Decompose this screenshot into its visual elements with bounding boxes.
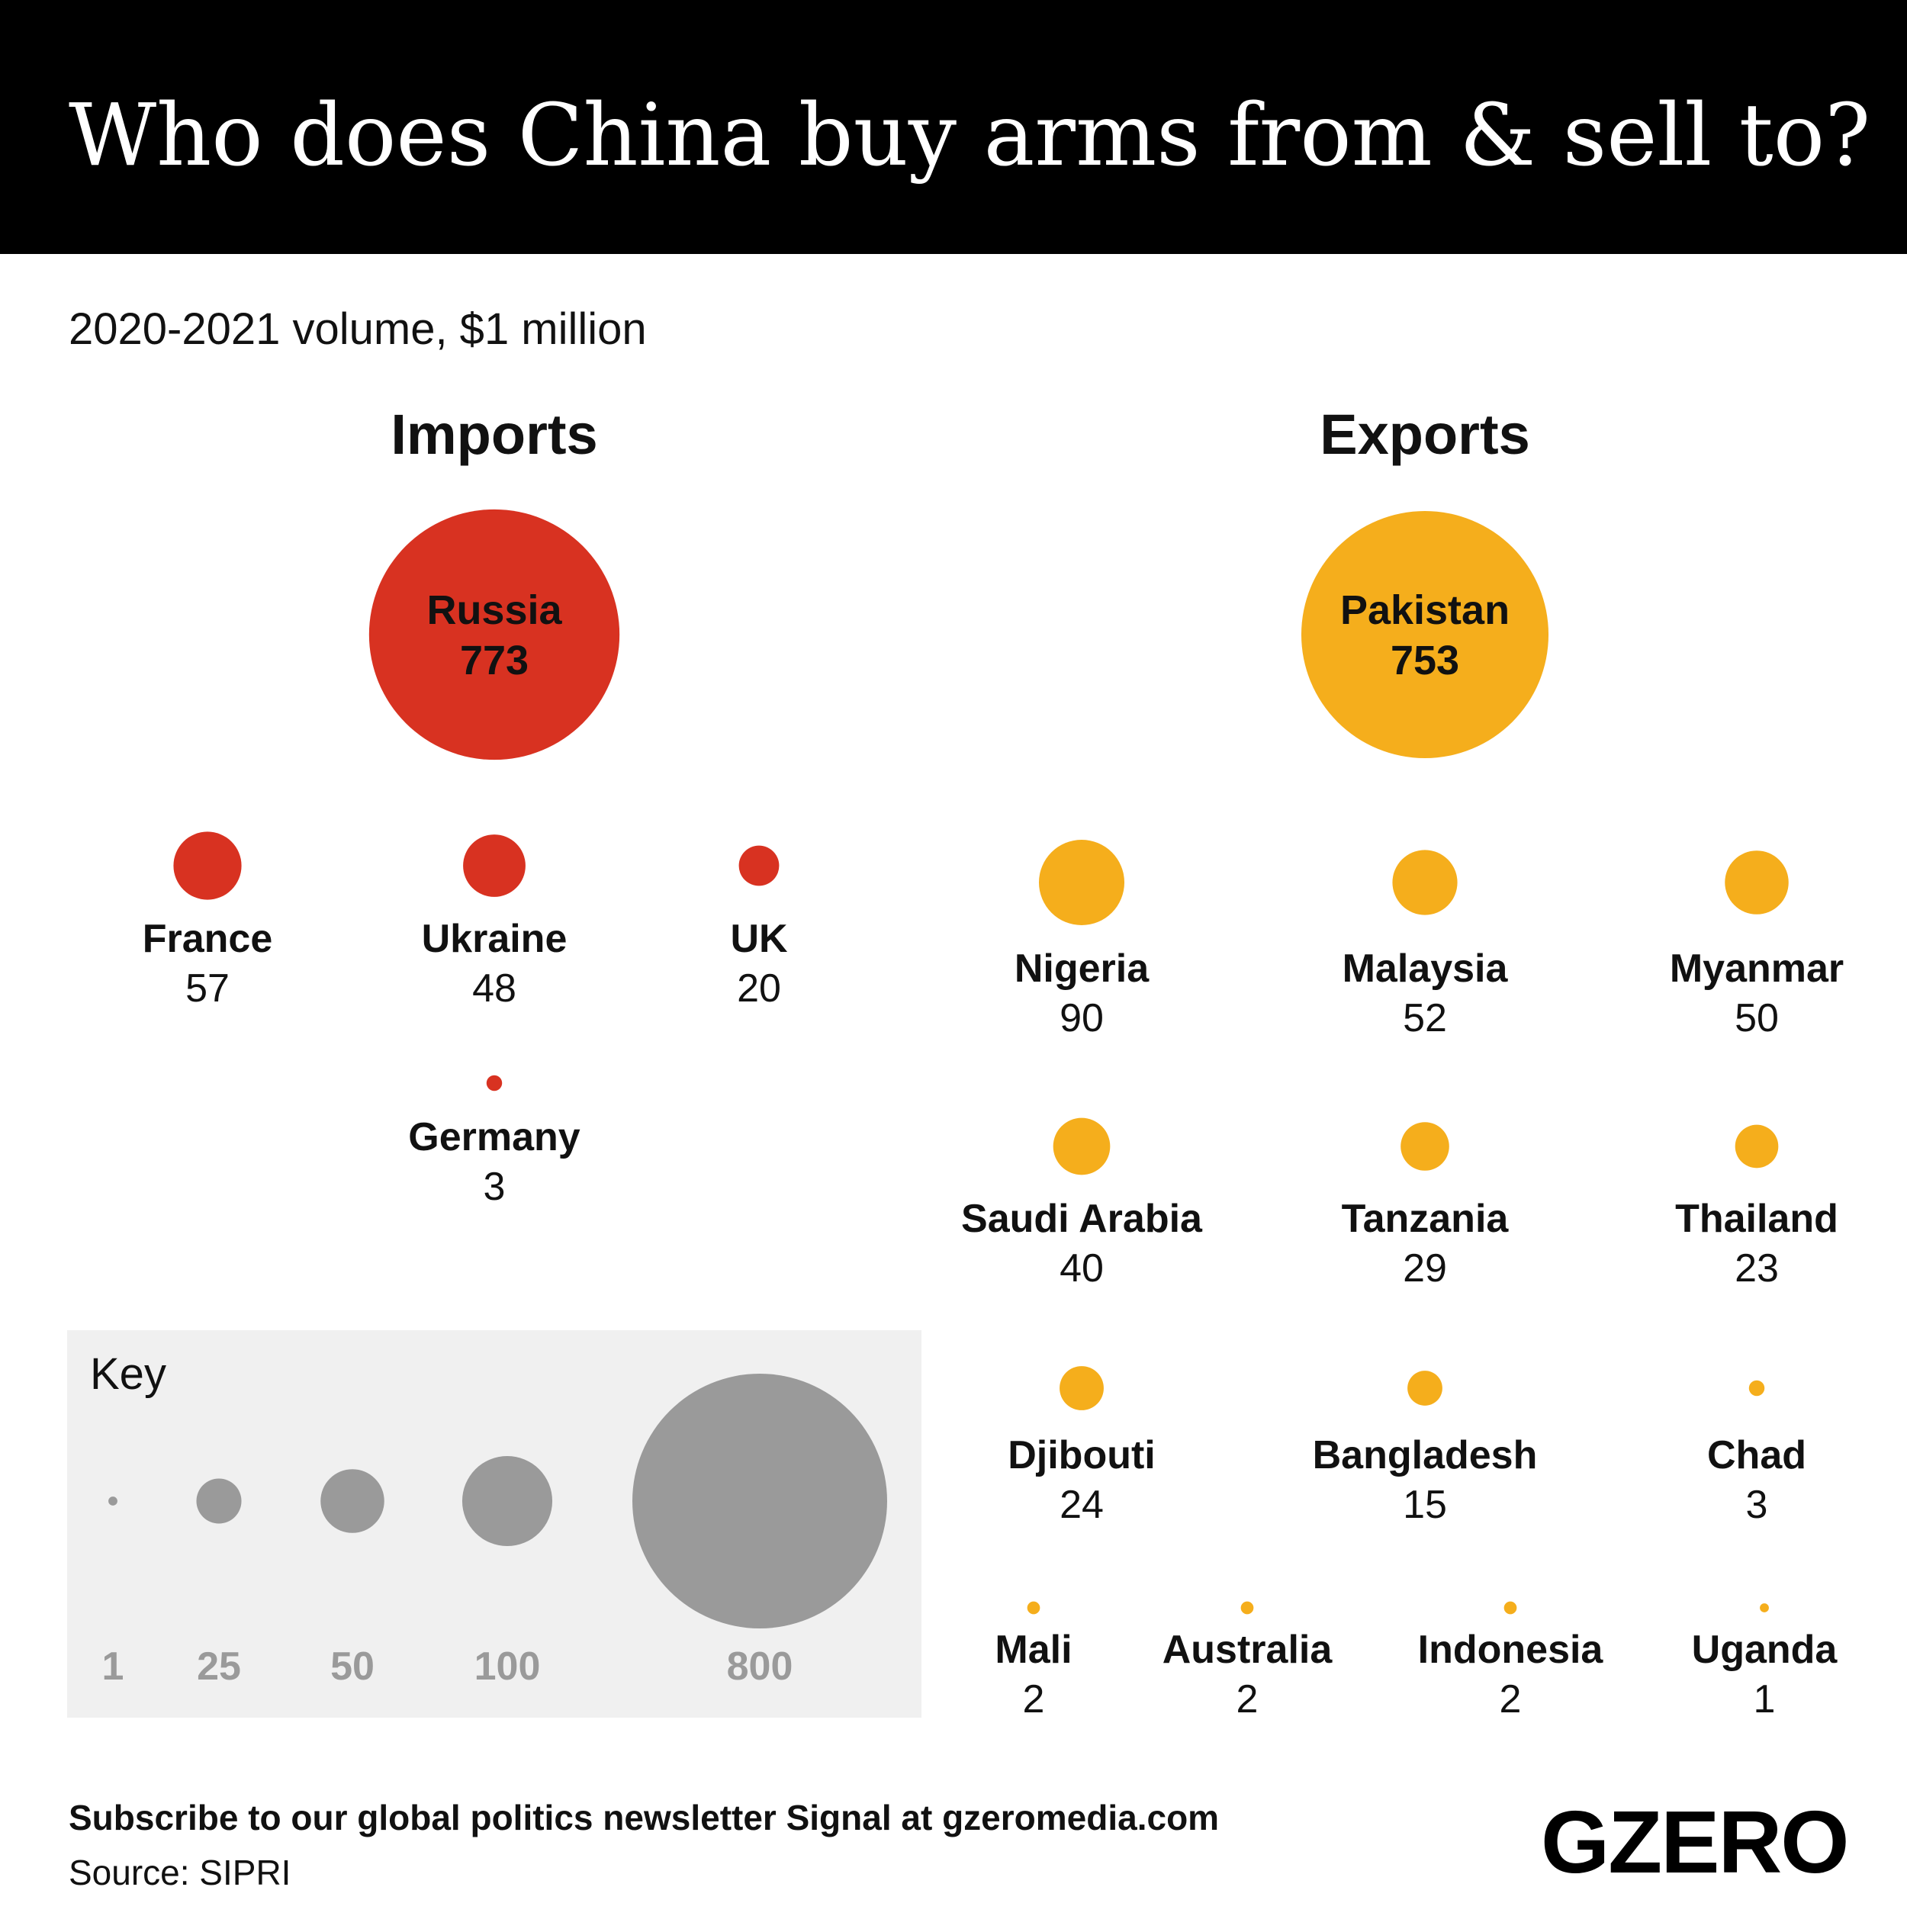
export-label-saudi-arabia: Saudi Arabia bbox=[961, 1197, 1203, 1241]
export-bubble-chad bbox=[1748, 1380, 1765, 1397]
import-label-ukraine: Ukraine bbox=[422, 917, 568, 961]
page-title: Who does China buy arms from & sell to? bbox=[69, 86, 1871, 185]
export-value-nigeria: 90 bbox=[1060, 996, 1104, 1040]
exports-heading: Exports bbox=[1320, 403, 1530, 466]
export-label-malaysia: Malaysia bbox=[1343, 947, 1509, 991]
export-bubble-bangladesh bbox=[1407, 1371, 1442, 1406]
header-bar: Who does China buy arms from & sell to? bbox=[0, 0, 1907, 254]
source-text: Source: SIPRI bbox=[69, 1853, 291, 1892]
export-bubble-indonesia bbox=[1503, 1601, 1517, 1615]
subscribe-text: Subscribe to our global politics newslet… bbox=[69, 1798, 1220, 1837]
export-value-tanzania: 29 bbox=[1403, 1246, 1447, 1291]
export-label-tanzania: Tanzania bbox=[1342, 1197, 1510, 1241]
export-value-thailand: 23 bbox=[1735, 1246, 1779, 1291]
imports-heading: Imports bbox=[391, 403, 598, 466]
key-tick-label-100: 100 bbox=[474, 1644, 541, 1689]
import-value-france: 57 bbox=[185, 966, 230, 1011]
import-bubble-russia bbox=[368, 509, 620, 760]
import-value-germany: 3 bbox=[484, 1165, 506, 1209]
export-label-djibouti: Djibouti bbox=[1008, 1433, 1156, 1477]
export-label-chad: Chad bbox=[1707, 1433, 1806, 1477]
export-label-myanmar: Myanmar bbox=[1670, 947, 1844, 991]
export-label-mali: Mali bbox=[995, 1628, 1072, 1672]
export-bubble-uganda bbox=[1760, 1603, 1769, 1612]
export-bubble-myanmar bbox=[1725, 850, 1789, 915]
export-value-mali: 2 bbox=[1023, 1677, 1045, 1721]
key-bubble-25 bbox=[196, 1478, 242, 1524]
export-bubble-malaysia bbox=[1392, 850, 1458, 915]
export-value-myanmar: 50 bbox=[1735, 996, 1779, 1040]
export-value-indonesia: 2 bbox=[1500, 1677, 1522, 1721]
gzero-logo: GZERO bbox=[1541, 1792, 1849, 1892]
export-value-pakistan: 753 bbox=[1391, 638, 1459, 683]
export-label-nigeria: Nigeria bbox=[1015, 947, 1150, 991]
key-tick-label-1: 1 bbox=[102, 1644, 124, 1689]
import-value-uk: 20 bbox=[737, 966, 781, 1011]
import-value-ukraine: 48 bbox=[472, 966, 516, 1011]
export-bubble-thailand bbox=[1735, 1124, 1779, 1169]
chart-subtitle: 2020-2021 volume, $1 million bbox=[69, 304, 647, 354]
import-bubble-france bbox=[173, 831, 242, 900]
export-bubble-australia bbox=[1240, 1601, 1254, 1615]
key-bubble-1 bbox=[108, 1496, 117, 1506]
export-label-thailand: Thailand bbox=[1675, 1197, 1838, 1241]
key-bubble-100 bbox=[461, 1455, 553, 1547]
import-bubble-ukraine bbox=[463, 834, 526, 897]
import-label-uk: UK bbox=[730, 917, 788, 961]
export-value-australia: 2 bbox=[1236, 1677, 1259, 1721]
export-value-chad: 3 bbox=[1746, 1483, 1768, 1527]
export-bubble-saudi-arabia bbox=[1053, 1117, 1111, 1175]
export-bubble-djibouti bbox=[1060, 1366, 1104, 1410]
key-bubble-800 bbox=[632, 1374, 887, 1628]
export-bubble-mali bbox=[1027, 1601, 1040, 1615]
import-value-russia: 773 bbox=[460, 638, 529, 683]
export-value-malaysia: 52 bbox=[1403, 996, 1447, 1040]
key-bubble-50 bbox=[320, 1469, 384, 1533]
export-label-australia: Australia bbox=[1163, 1628, 1333, 1672]
export-value-uganda: 1 bbox=[1754, 1677, 1776, 1721]
key-tick-label-800: 800 bbox=[727, 1644, 793, 1689]
import-label-germany: Germany bbox=[408, 1115, 580, 1159]
key-heading: Key bbox=[90, 1349, 166, 1399]
import-bubble-germany bbox=[486, 1075, 503, 1091]
import-label-france: France bbox=[143, 917, 273, 961]
export-bubble-nigeria bbox=[1038, 839, 1125, 926]
export-bubble-tanzania bbox=[1401, 1122, 1449, 1171]
key-tick-label-50: 50 bbox=[330, 1644, 375, 1689]
export-label-uganda: Uganda bbox=[1692, 1628, 1838, 1672]
key-tick-label-25: 25 bbox=[197, 1644, 241, 1689]
export-value-bangladesh: 15 bbox=[1403, 1483, 1447, 1527]
export-bubble-pakistan bbox=[1301, 510, 1549, 759]
import-label-russia: Russia bbox=[426, 587, 562, 633]
export-value-saudi-arabia: 40 bbox=[1060, 1246, 1104, 1291]
export-label-bangladesh: Bangladesh bbox=[1313, 1433, 1538, 1477]
export-label-pakistan: Pakistan bbox=[1340, 587, 1510, 633]
export-value-djibouti: 24 bbox=[1060, 1483, 1104, 1527]
import-bubble-uk bbox=[738, 845, 780, 886]
export-label-indonesia: Indonesia bbox=[1418, 1628, 1604, 1672]
